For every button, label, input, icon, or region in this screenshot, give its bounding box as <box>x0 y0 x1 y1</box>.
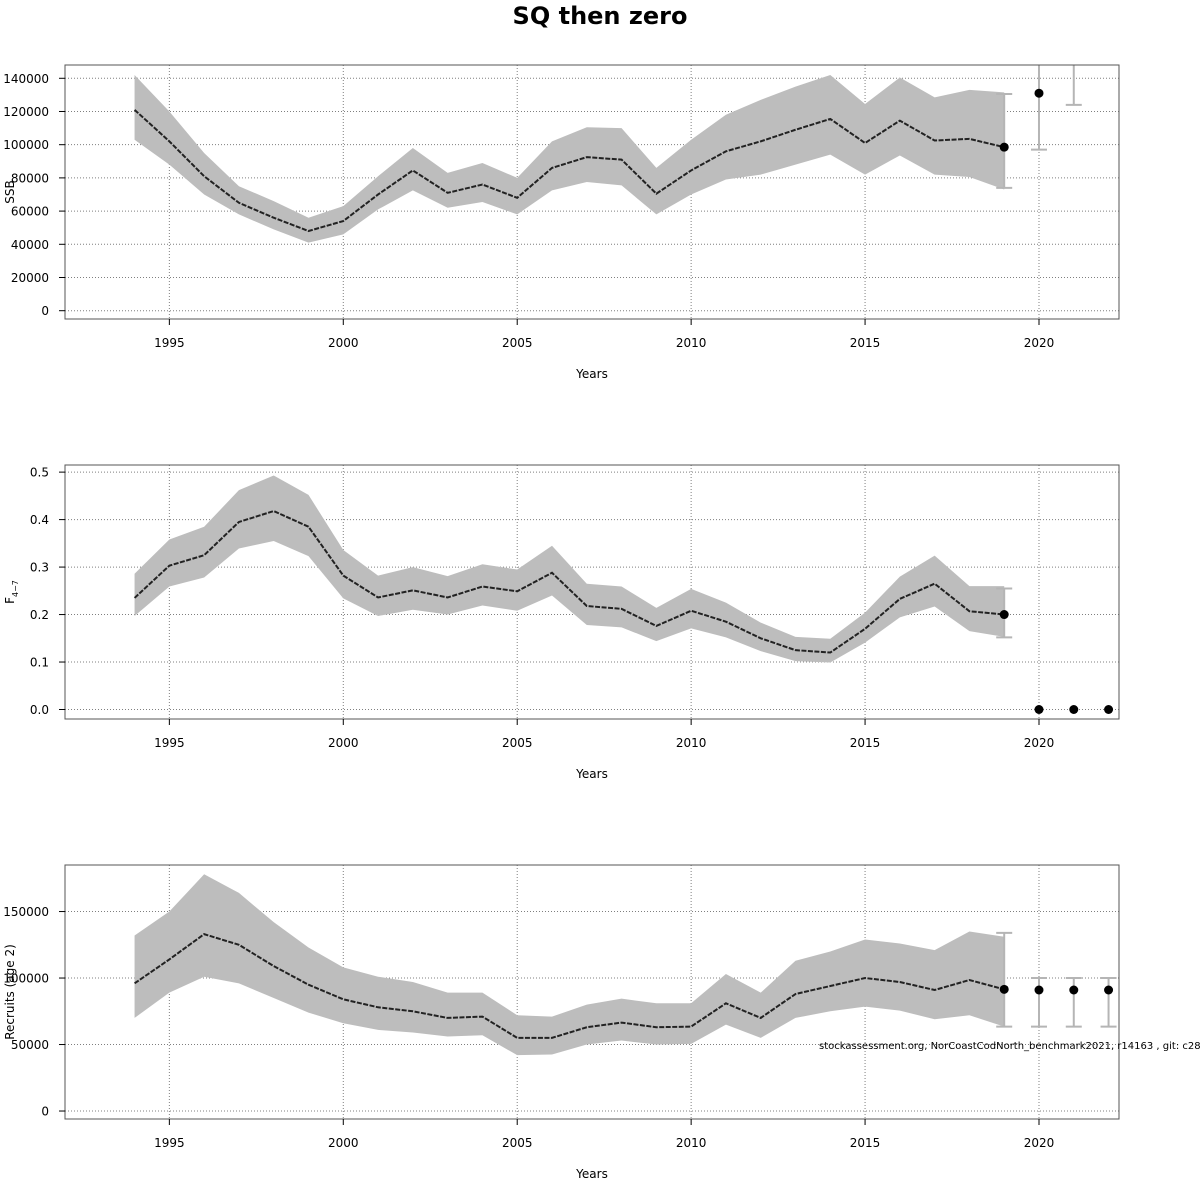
ssb-y-tick-label: 80000 <box>11 171 49 185</box>
ssb-plot-frame <box>64 64 1120 320</box>
ssb-y-tick-label: 120000 <box>3 105 49 119</box>
ssb-y-tick-label: 40000 <box>11 238 49 252</box>
recruits-y-axis-title: Recruits (age 2) <box>3 944 17 1040</box>
ssb-panel: 1995 2000 2005 2010 2015 2020 0 20000 40000 60000… <box>3 64 1120 381</box>
ssb-y-tick-label: 100000 <box>3 138 49 152</box>
ssb-y-axis-title: SSB <box>3 180 17 203</box>
fishing-mortality-y-tick-label: 0.3 <box>30 561 49 575</box>
ssb-confidence-band <box>134 74 1005 243</box>
chart-title: SQ then zero <box>512 2 688 30</box>
fishing-mortality-y-tick-label: 0.4 <box>30 513 49 527</box>
fishing-mortality-x-tick-label: 1995 <box>154 736 185 750</box>
fishing-mortality-y-tick-label: 0.5 <box>30 466 49 480</box>
recruits-y-tick-label: 0 <box>41 1105 49 1119</box>
recruits-panel: 1995 2000 2005 2010 2015 2020 0 50000 100000 1500… <box>3 864 1120 1181</box>
ssb-x-tick-label: 2015 <box>850 336 881 350</box>
recruits-x-tick-label: 1995 <box>154 1136 185 1150</box>
fishing-mortality-forecast-point <box>1069 705 1079 715</box>
recruits-x-tick-label: 2010 <box>676 1136 707 1150</box>
fishing-mortality-y-tick-label: 0.2 <box>30 608 49 622</box>
ssb-x-axis-title: Years <box>575 367 608 381</box>
ssb-x-tick-label: 2010 <box>676 336 707 350</box>
recruits-estimate-line <box>134 933 1005 1039</box>
fishing-mortality-x-tick-label: 2020 <box>1024 736 1055 750</box>
recruits-y-tick-label: 100000 <box>3 972 49 986</box>
ssb-forecast-point <box>1034 88 1044 98</box>
recruits-x-tick-label: 2005 <box>502 1136 533 1150</box>
recruits-x-axis-title: Years <box>575 1167 608 1181</box>
fishing-mortality-confidence-band <box>134 475 1005 663</box>
ssb-y-tick-label: 60000 <box>11 205 49 219</box>
recruits-x-tick-label: 2000 <box>328 1136 359 1150</box>
fishing-mortality-x-axis-title: Years <box>575 767 608 781</box>
fishing-mortality-x-tick-label: 2015 <box>850 736 881 750</box>
fishing-mortality-x-tick-label: 2010 <box>676 736 707 750</box>
recruits-x-tick-label: 2020 <box>1024 1136 1055 1150</box>
fishing-mortality-x-tick-label: 2005 <box>502 736 533 750</box>
ssb-y-tick-label: 140000 <box>3 72 49 86</box>
recruits-y-tick-label: 50000 <box>11 1038 49 1052</box>
ssb-x-tick-label: 2000 <box>328 336 359 350</box>
ssb-x-tick-label: 2020 <box>1024 336 1055 350</box>
recruits-x-tick-label: 2015 <box>850 1136 881 1150</box>
fishing-mortality-y-tick-label: 0.1 <box>30 656 49 670</box>
recruits-confidence-band <box>134 874 1005 1056</box>
recruits-forecast-point <box>1034 985 1044 995</box>
recruits-forecast-point <box>1069 985 1079 995</box>
fishing-mortality-forecast-point <box>1104 705 1114 715</box>
ssb-forecast-point <box>999 142 1009 152</box>
fishing-mortality-y-axis-subscript: 4−7 <box>11 580 20 597</box>
recruits-y-tick-label: 150000 <box>3 905 49 919</box>
recruits-plot-frame <box>64 864 1120 1120</box>
fishing-mortality-y-tick-label: 0.0 <box>30 703 49 717</box>
fishing-mortality-forecast-point <box>1034 705 1044 715</box>
ssb-y-tick-label: 20000 <box>11 271 49 285</box>
ssb-x-tick-label: 1995 <box>154 336 185 350</box>
fishing-mortality-estimate-line <box>133 509 1005 654</box>
recruits-forecast-point <box>999 984 1009 994</box>
fishing-mortality-y-axis-title: F4−7 <box>3 580 20 604</box>
ssb-y-tick-label: 0 <box>41 304 49 318</box>
fishing-mortality-plot-frame <box>64 464 1120 720</box>
footnote: stockassessment.org, NorCoastCodNorth_be… <box>819 1041 1200 1052</box>
ssb-estimate-line <box>133 109 1005 233</box>
fishing-mortality-forecast-point <box>999 610 1009 620</box>
recruits-forecast-point <box>1104 985 1114 995</box>
fishing-mortality-x-tick-label: 2000 <box>328 736 359 750</box>
ssb-x-tick-label: 2005 <box>502 336 533 350</box>
fishing-mortality-panel: 1995 2000 2005 2010 2015 2020 0.0 0.1 0.2 0.3 0.4 0… <box>3 464 1120 781</box>
